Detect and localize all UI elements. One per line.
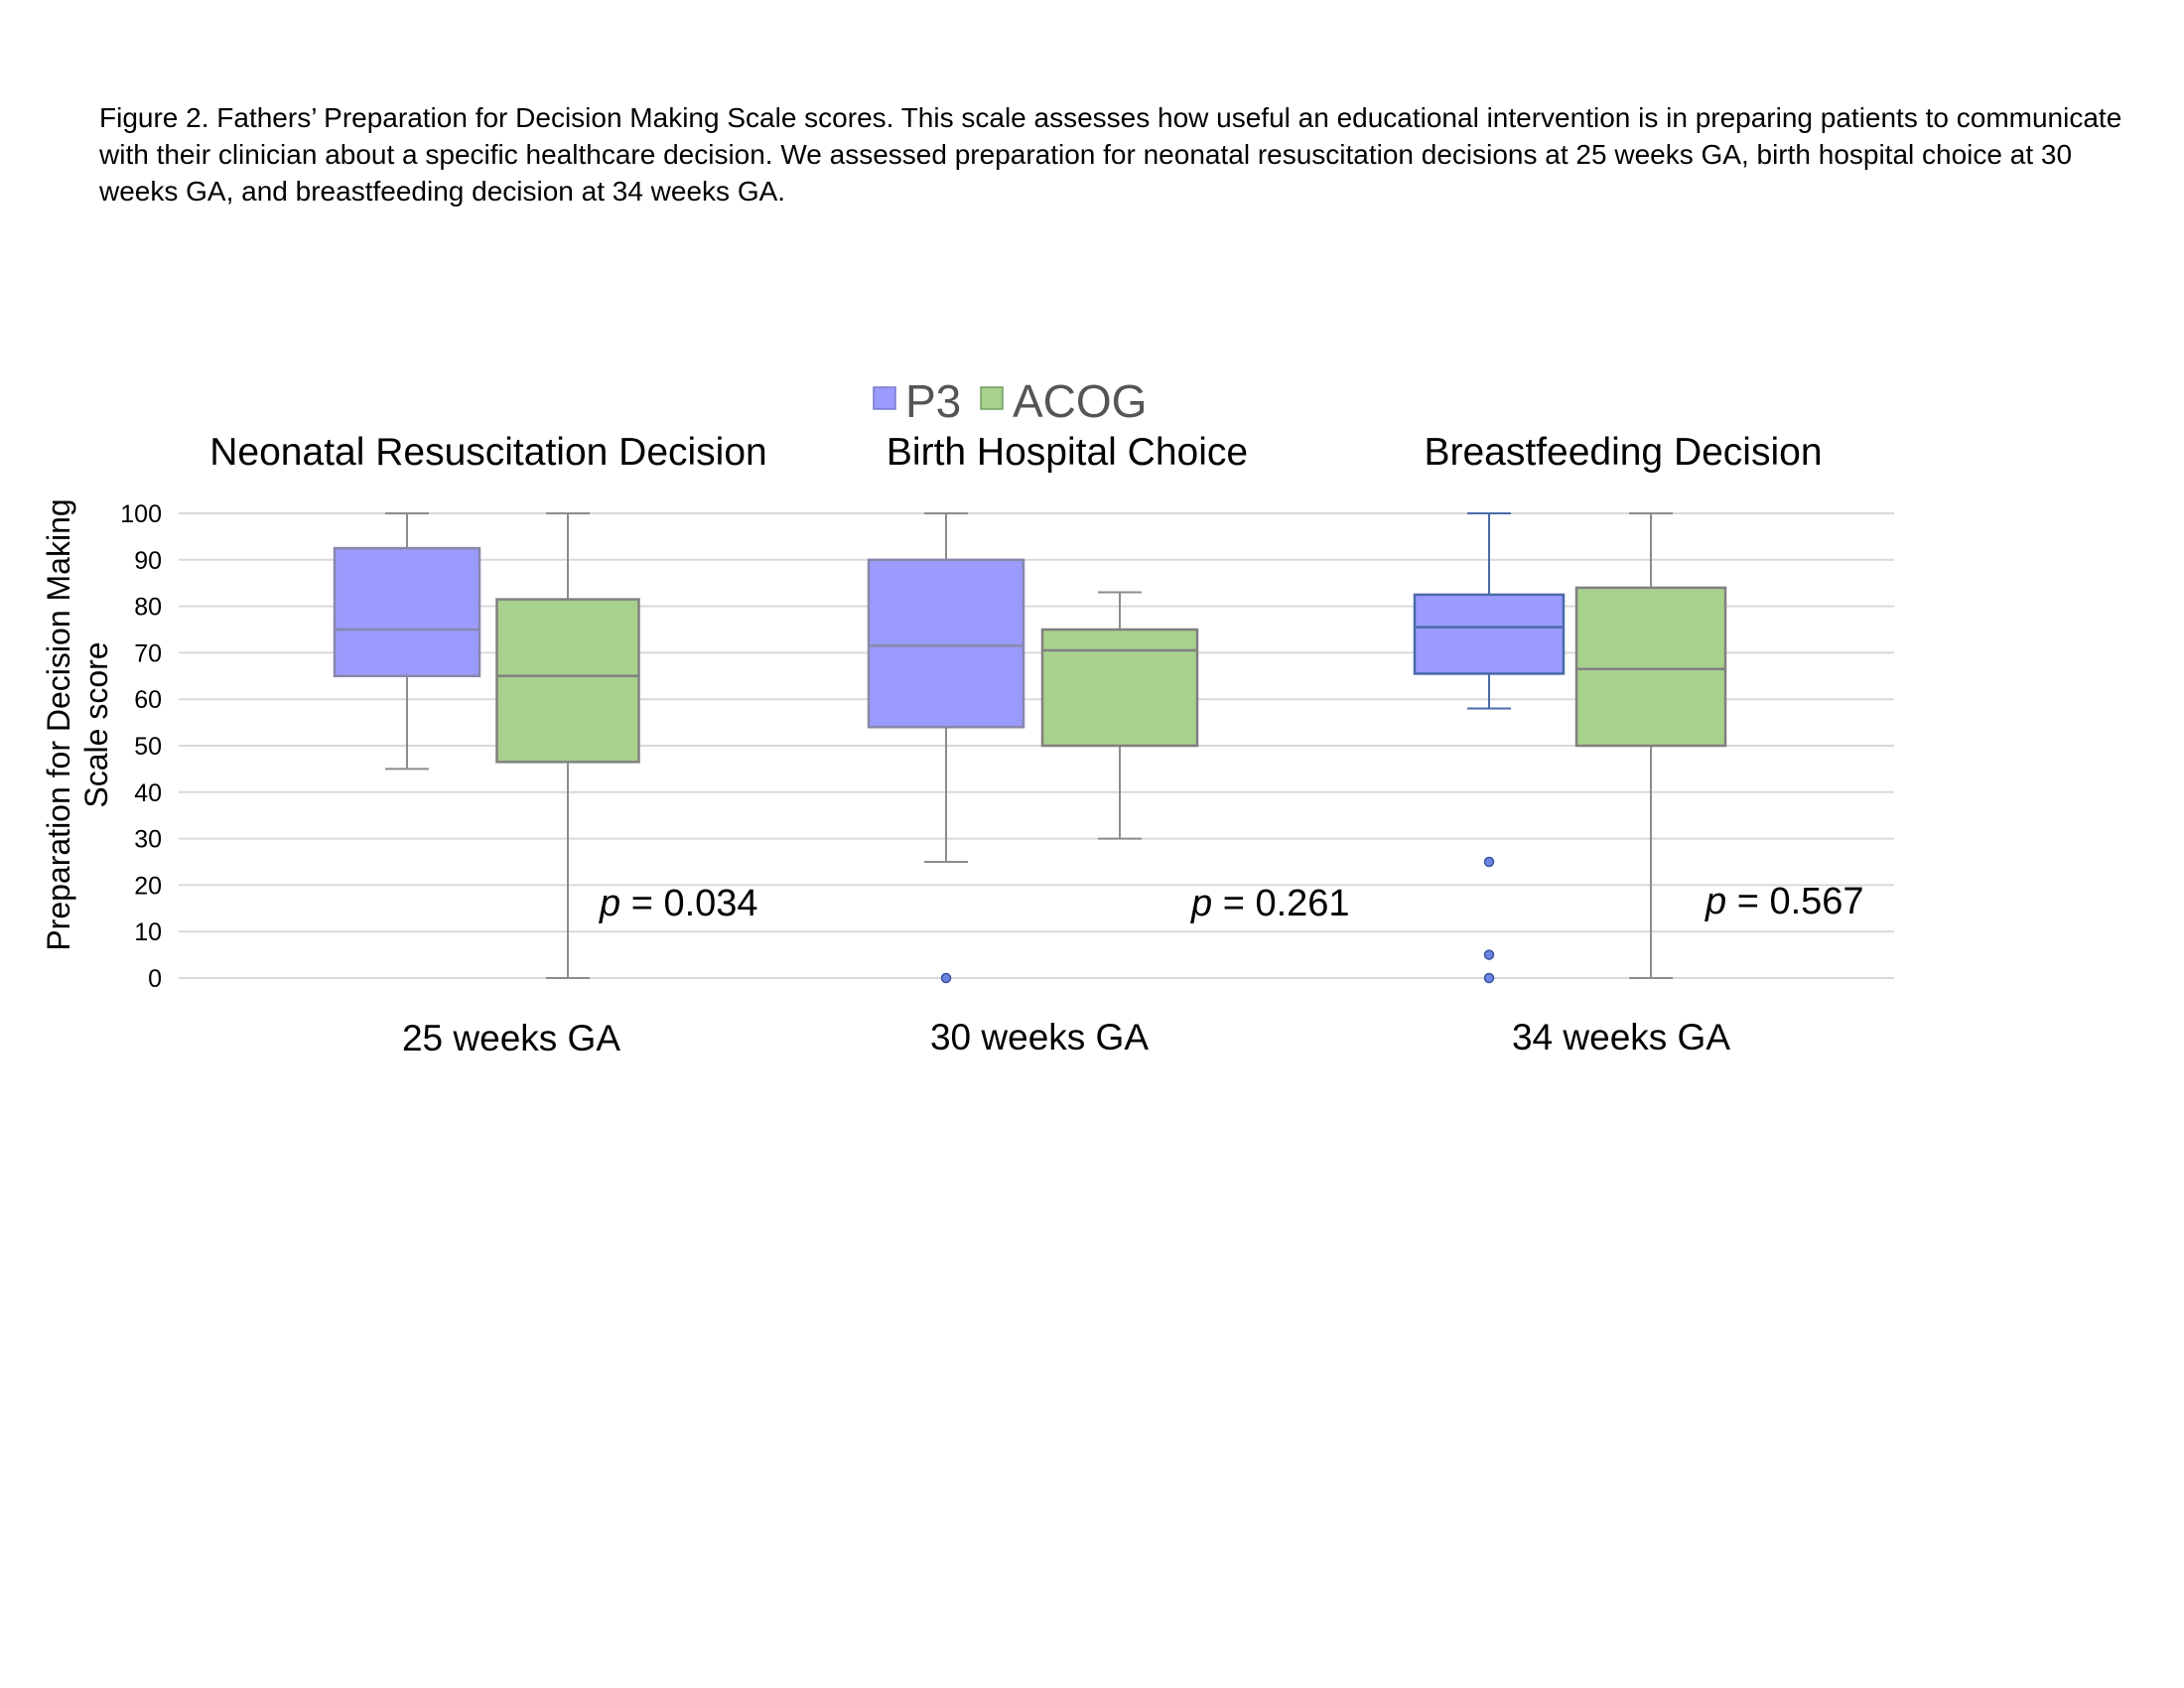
box-2-acog (1040, 591, 1199, 840)
box-3-acog-iqr (1574, 586, 1727, 748)
figure-caption: Figure 2. Fathers’ Preparation for Decis… (99, 102, 2122, 207)
panel-title-breastfeeding: Breastfeeding Decision (1424, 431, 1822, 474)
box-3-p3-outlier-1 (1483, 949, 1495, 960)
y-tick-label-40: 40 (134, 779, 162, 807)
box-1-p3 (333, 512, 481, 771)
x-label-30-weeks: 30 weeks GA (930, 1017, 1149, 1057)
box-3-p3-outlier-0 (1483, 856, 1495, 868)
box-3-p3 (1413, 512, 1566, 984)
y-tick-label-0: 0 (148, 965, 162, 993)
boxes (333, 512, 1727, 984)
box-1-acog (495, 512, 640, 979)
y-tick-label-30: 30 (134, 826, 162, 854)
p-value-breastfeeding: p = 0.567 (1705, 881, 1864, 922)
box-2-acog-iqr (1040, 628, 1199, 748)
y-axis-ticks: 0 10 20 30 40 50 60 70 80 90 100 (120, 500, 162, 993)
box-1-p3-iqr (333, 546, 481, 678)
box-2-p3 (867, 512, 1025, 984)
panel-title-hospital: Birth Hospital Choice (887, 431, 1248, 474)
box-3-p3-outlier-2 (1483, 972, 1495, 984)
box-2-p3-outlier-0 (940, 972, 952, 984)
box-3-p3-iqr (1413, 593, 1566, 675)
y-tick-label-90: 90 (134, 547, 162, 575)
box-1-acog-iqr (495, 598, 640, 764)
panel-title-resuscitation: Neonatal Resuscitation Decision (209, 431, 766, 474)
legend-swatch-p3 (873, 386, 896, 410)
p-value-resuscitation: p = 0.034 (599, 883, 758, 924)
p-value-hospital: p = 0.261 (1190, 883, 1350, 924)
y-tick-label-60: 60 (134, 686, 162, 714)
y-axis-title-line1: Preparation for Decision Making (41, 498, 76, 950)
y-axis-title-line2: Scale score (78, 641, 114, 807)
x-label-25-weeks: 25 weeks GA (402, 1018, 620, 1058)
box-3-acog (1574, 512, 1727, 979)
y-tick-label-70: 70 (134, 639, 162, 667)
legend: P3 ACOG (873, 375, 1147, 427)
legend-swatch-acog (980, 386, 1004, 410)
x-label-34-weeks: 34 weeks GA (1512, 1017, 1730, 1057)
legend-label-acog: ACOG (1013, 375, 1147, 427)
box-plot-chart: P3 ACOG Neonatal Resuscitation Decision … (41, 375, 1894, 1058)
legend-label-p3: P3 (905, 375, 961, 427)
y-axis-title: Preparation for Decision Making Scale sc… (41, 498, 114, 950)
y-tick-label-10: 10 (134, 918, 162, 946)
y-tick-label-50: 50 (134, 733, 162, 761)
box-2-p3-iqr (867, 558, 1025, 729)
y-tick-label-80: 80 (134, 594, 162, 622)
y-tick-label-20: 20 (134, 872, 162, 900)
y-tick-label-100: 100 (120, 500, 162, 528)
